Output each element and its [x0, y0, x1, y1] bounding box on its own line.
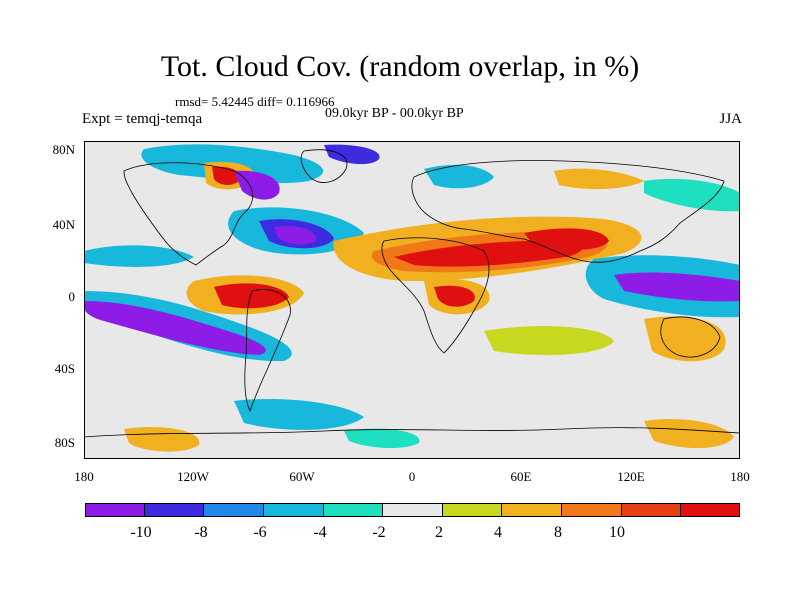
anomaly-contours — [84, 144, 740, 452]
contour-purple-arctic — [234, 170, 280, 200]
map-title: Tot. Cloud Cov. (random overlap, in %) — [160, 50, 640, 83]
contour-orange-australia — [644, 316, 726, 362]
contour-cyan-epac — [84, 245, 194, 267]
coastline-north-america — [123, 162, 254, 266]
colorbar-label-8: 8 — [554, 524, 562, 541]
lat-label-80n: 80N — [52, 142, 75, 157]
colorbar-label-m4: -4 — [313, 524, 327, 541]
contour-red-india — [524, 228, 609, 250]
colorbar-label-m2: -2 — [372, 524, 386, 541]
contour-cyan-antarctic-c — [344, 428, 420, 449]
colorbar-swatch — [263, 503, 324, 517]
coastline-eurasia — [411, 160, 725, 263]
season-label: JJA — [719, 111, 742, 127]
lon-label-60w: 60W — [289, 469, 315, 484]
colorbar-swatch — [621, 503, 682, 517]
lon-label-180e: 180 — [730, 469, 750, 484]
colorbar-swatch — [383, 503, 443, 517]
lon-label-0: 0 — [408, 469, 416, 484]
colorbar-label-4: 4 — [494, 524, 502, 541]
colorbar-swatch — [562, 503, 622, 517]
contour-yellow-sio — [484, 326, 614, 356]
contour-purple-natl — [274, 225, 317, 245]
stats-text: rmsd= 5.42445 diff= 0.116966 — [175, 94, 335, 109]
colorbar-swatch — [85, 503, 145, 517]
coastline-australia — [660, 316, 721, 358]
coastline-greenland — [300, 149, 348, 183]
lon-label-180w: 180 — [74, 469, 94, 484]
contour-cyan-europe — [424, 164, 494, 189]
lon-label-120w: 120W — [177, 469, 209, 484]
colorbar-swatch — [681, 503, 741, 517]
coastline-africa — [381, 237, 490, 354]
lon-label-60e: 60E — [510, 469, 532, 484]
contour-red-africa-asia — [394, 240, 583, 267]
coastlines — [84, 149, 740, 438]
colorbar-swatch — [442, 503, 503, 517]
contour-red-greenland — [212, 166, 240, 185]
period-label: 09.0kyr BP - 00.0kyr BP — [325, 106, 464, 121]
lat-label-eq: 0 — [68, 289, 76, 304]
colorbar-label-m8: -8 — [194, 524, 208, 541]
lon-label-120e: 120E — [617, 469, 645, 484]
cloud-cover-map — [84, 141, 740, 459]
contour-orange-siberia — [554, 168, 644, 190]
contour-red-africa-eq — [434, 285, 475, 307]
lat-label-40s: 40S — [54, 361, 75, 376]
experiment-label: Expt = temqj-temqa — [82, 111, 203, 127]
coastline-south-america — [244, 289, 291, 413]
contour-purple-wpac — [614, 272, 740, 302]
colorbar-label-2: 2 — [435, 524, 443, 541]
lat-label-40n: 40N — [52, 217, 75, 232]
colorbar-label-m10: -10 — [130, 524, 152, 541]
contour-blue-arctic — [324, 144, 380, 165]
colorbar-swatch — [323, 503, 384, 517]
colorbar-swatch — [144, 503, 205, 517]
contour-cyan-southern — [234, 398, 364, 430]
coastline-antarctica — [84, 427, 740, 438]
contour-cyan-pacific-n — [644, 178, 740, 212]
map-frame — [84, 141, 740, 459]
lat-label-80s: 80S — [54, 435, 75, 450]
contour-orange-antarctic-e — [644, 418, 734, 449]
colorbar-label-m6: -6 — [253, 524, 267, 541]
contour-purple-epac-eq — [84, 301, 266, 355]
colorbar-swatch — [502, 503, 563, 517]
colorbar — [85, 503, 741, 517]
colorbar-label-10: 10 — [609, 524, 625, 541]
colorbar-swatch — [204, 503, 264, 517]
